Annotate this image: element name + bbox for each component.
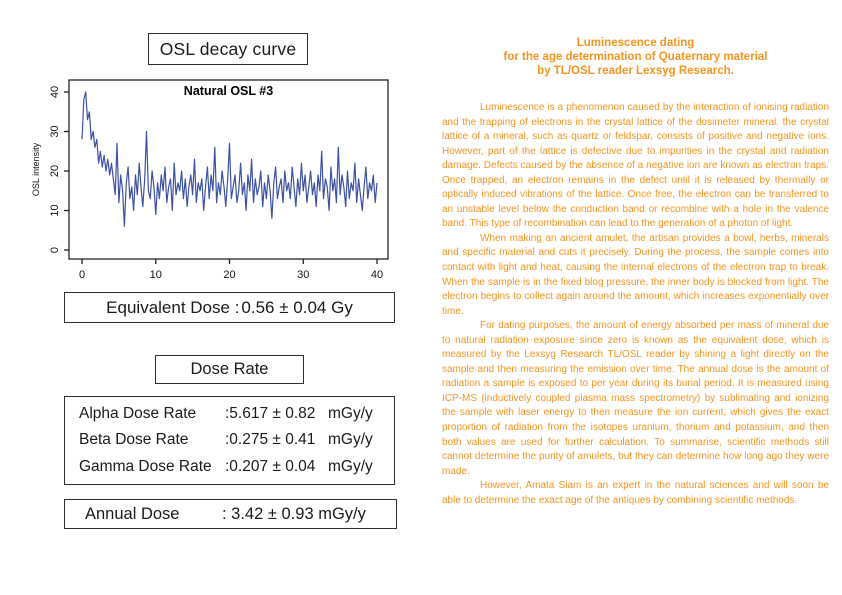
beta-dose-rate-label: Beta Dose Rate <box>79 431 189 449</box>
equivalent-dose-value: 0.56 ± 0.04 Gy <box>241 297 353 317</box>
dose-rate-table: Alpha Dose Rate :5.617 ± 0.82 mGy/y Beta… <box>64 396 395 485</box>
gamma-dose-rate-label: Gamma Dose Rate <box>79 457 212 475</box>
y-axis-tick-label: 30 <box>49 125 61 137</box>
annual-dose-box: Annual Dose : 3.42 ± 0.93 mGy/y <box>64 499 397 529</box>
y-axis-tick-label: 40 <box>49 86 61 98</box>
osl-decay-curve-title: OSL decay curve <box>159 38 297 59</box>
article-paragraph: When making an ancient amulet, the artis… <box>442 232 829 317</box>
y-axis-tick-label: 10 <box>49 204 61 216</box>
gamma-dose-rate-unit: mGy/y <box>328 457 373 475</box>
gamma-dose-rate-value: :0.207 ± 0.04 <box>225 457 316 475</box>
x-axis-tick-label: 40 <box>371 269 383 281</box>
dose-rate-heading: Dose Rate <box>190 360 269 378</box>
alpha-dose-rate-label: Alpha Dose Rate <box>79 404 197 422</box>
article: Luminescence dating for the age determin… <box>442 36 829 508</box>
beta-dose-rate-unit: mGy/y <box>328 431 373 449</box>
x-axis-tick-label: 30 <box>297 269 309 281</box>
y-axis-label: OSL intensity <box>31 142 41 196</box>
annual-dose-label: Annual Dose <box>85 504 180 523</box>
x-axis-tick-label: 0 <box>79 269 85 281</box>
chart-title: Natural OSL #3 <box>184 84 273 98</box>
annual-dose-value: : 3.42 ± 0.93 mGy/y <box>222 504 366 523</box>
x-axis-tick-label: 20 <box>223 269 235 281</box>
article-paragraph: Luminescence is a phenomenon caused by t… <box>442 102 829 230</box>
x-axis-tick-label: 10 <box>150 269 162 281</box>
article-paragraph: However, Amata Siam is an expert in the … <box>442 480 829 506</box>
alpha-dose-rate-unit: mGy/y <box>328 404 373 422</box>
y-axis-tick-label: 0 <box>49 247 61 253</box>
article-title: Luminescence dating for the age determin… <box>442 36 829 78</box>
article-title-line: by TL/OSL reader Lexsyg Research. <box>537 65 734 77</box>
equivalent-dose-label: Equivalent Dose : <box>106 297 240 317</box>
table-row: Beta Dose Rate :0.275 ± 0.41 mGy/y <box>79 427 394 454</box>
y-axis-tick-label: 20 <box>49 165 61 177</box>
alpha-dose-rate-value: :5.617 ± 0.82 <box>225 404 316 422</box>
article-title-line: Luminescence dating <box>576 37 695 49</box>
dose-rate-heading-box: Dose Rate <box>155 355 304 384</box>
plot-border <box>68 79 389 260</box>
beta-dose-rate-value: :0.275 ± 0.41 <box>225 431 316 449</box>
article-title-line: for the age determination of Quaternary … <box>503 51 768 63</box>
equivalent-dose-box: Equivalent Dose :0.56 ± 0.04 Gy <box>64 292 395 323</box>
osl-decay-curve-title-box: OSL decay curve <box>148 33 308 65</box>
table-row: Gamma Dose Rate :0.207 ± 0.04 mGy/y <box>79 454 394 481</box>
osl-decay-chart: 0 10 20 30 40 0 10 20 30 40 OSL intensity Natural O… <box>31 79 389 281</box>
table-row: Alpha Dose Rate :5.617 ± 0.82 mGy/y <box>79 401 394 428</box>
chart-container: 0 10 20 30 40 0 10 20 30 40 OSL intensity Natural O… <box>30 68 404 290</box>
article-paragraph: For dating purposes, the amount of energ… <box>442 320 829 477</box>
article-body: Luminescence is a phenomenon caused by t… <box>442 101 829 508</box>
osl-decay-line <box>81 91 378 227</box>
